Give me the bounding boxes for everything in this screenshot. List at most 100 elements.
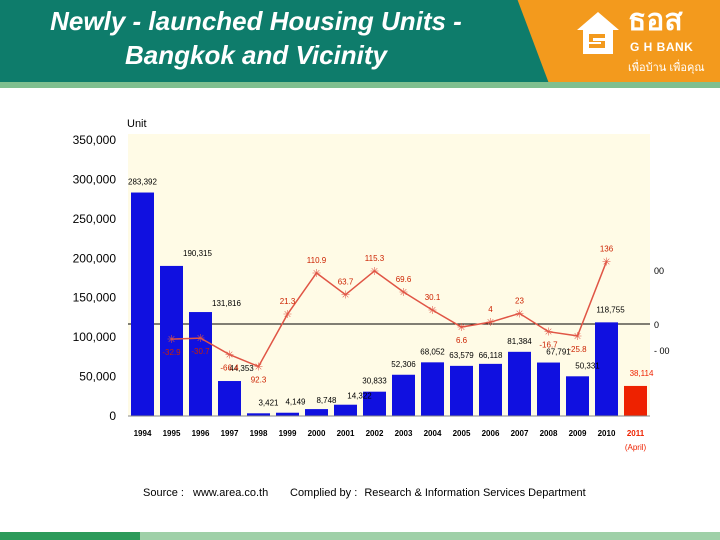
x-tick-label: 2008 [540,429,558,438]
source-label: Source : [143,487,184,499]
bar-value-label: 66,118 [479,351,503,360]
bar-value-label: 52,306 [391,360,416,369]
y-tick-label: 50,000 [79,370,116,384]
bar-2007 [508,351,531,416]
growth-point-marker: ✳ [515,308,524,320]
bar-value-label: 118,755 [596,305,625,314]
growth-value-label: 4 [488,305,493,314]
bar-2003 [392,374,415,416]
y-tick-label: 250,000 [73,212,117,226]
x-tick-label: 2011 [627,429,645,438]
bar-1995 [160,265,183,416]
growth-value-label: 6.6 [456,336,468,345]
growth-point-marker: ✳ [486,317,495,329]
source-note: Source : www.area.co.th [143,487,274,499]
growth-value-label: -32.9 [162,348,181,357]
bar-2004 [421,362,444,416]
bar-value-label: 4,149 [285,398,306,407]
source-value: www.area.co.th [193,487,269,499]
compiled-value: Research & Information Services Departme… [364,487,586,499]
x-tick-label: 2010 [598,429,616,438]
x-tick-label: 2009 [569,429,587,438]
bar-value-label: 8,748 [316,396,337,405]
growth-value-label: 63.7 [338,278,354,287]
bar-1998 [247,413,270,416]
x-tick-label: 1995 [163,429,181,438]
bar-value-label: 30,833 [362,377,387,386]
y-tick-label: 0 [109,409,116,423]
bar-value-label: 67,791 [546,348,571,357]
growth-value-label: 69.6 [396,275,412,284]
growth-value-label: 136 [600,244,614,253]
growth-value-label: -25.8 [568,345,587,354]
growth-line [171,261,608,368]
bar-1994 [131,192,154,416]
plot-area [128,134,650,416]
title-line-1: Newly - launched Housing Units - [50,6,462,36]
growth-point-marker: ✳ [544,327,553,339]
bar-2008 [537,362,560,416]
header-divider [0,82,720,88]
bar-value-label: 50,331 [575,361,600,370]
bar-value-label: 190,315 [183,249,212,258]
bar-2009 [566,376,589,416]
growth-value-label: -30.7 [191,347,210,356]
y-axis-label: Unit [127,118,147,130]
x-tick-label: 1996 [192,429,210,438]
growth-value-label: 110.9 [307,256,327,265]
y-tick-label: 150,000 [73,291,117,305]
bar-2002 [363,391,386,416]
y-tick-label: 200,000 [73,251,117,265]
growth-value-label: 115.3 [365,254,385,263]
house-logo-icon [577,12,619,54]
growth-point-marker: ✳ [225,350,234,362]
bar-2011 [624,385,647,416]
bar-value-label: 68,052 [420,347,445,356]
growth-point-marker: ✳ [399,287,408,299]
right-tick-label: 0 [654,320,659,330]
bar-value-label: 14,322 [347,392,372,401]
x-tick-label: 2005 [453,429,471,438]
growth-value-label: 23 [515,296,524,305]
x-tick-label: 2003 [395,429,413,438]
bar-2010 [595,322,618,416]
bar-1997 [218,381,241,416]
footer-bar [0,532,720,540]
y-tick-label: 300,000 [73,172,117,186]
growth-point-marker: ✳ [457,322,466,334]
right-tick-label: 00 [654,266,664,276]
x-tick-label: 2001 [337,429,355,438]
growth-point-marker: ✳ [167,334,176,346]
bar-2001 [334,404,357,416]
bar-value-label: 81,384 [507,337,532,346]
growth-point-marker: ✳ [283,309,292,321]
bar-2006 [479,363,502,416]
growth-value-label: 30.1 [425,293,441,302]
x-tick-sublabel: (April) [625,443,647,452]
growth-point-marker: ✳ [428,305,437,317]
title-line-2: Bangkok and Vicinity [125,40,387,70]
logo-slogan: เพื่อบ้าน เพื่อคุณ [628,62,705,74]
x-tick-label: 1999 [279,429,297,438]
bar-value-label: 131,816 [212,299,241,308]
growth-point-marker: ✳ [573,331,582,343]
growth-point-marker: ✳ [602,256,611,268]
bar-value-label: 3,421 [258,398,279,407]
y-tick-label: 350,000 [73,133,117,147]
logo-panel [517,0,720,82]
compiled-label: Complied by : [290,487,358,499]
growth-value-label: 92.3 [251,375,267,384]
bar-value-label: 44,353 [229,364,254,373]
x-tick-label: 2004 [424,429,442,438]
growth-value-label: -16.7 [539,341,558,350]
growth-point-marker: ✳ [370,266,379,278]
growth-value-label: 21.3 [280,297,296,306]
x-tick-label: 2007 [511,429,529,438]
right-tick-label: - 00 [654,346,670,356]
page-title: Newly - launched Housing Units - Bangkok… [6,4,506,72]
x-tick-label: 2002 [366,429,384,438]
x-tick-label: 2006 [482,429,500,438]
x-tick-label: 1997 [221,429,239,438]
bar-2000 [305,409,328,416]
